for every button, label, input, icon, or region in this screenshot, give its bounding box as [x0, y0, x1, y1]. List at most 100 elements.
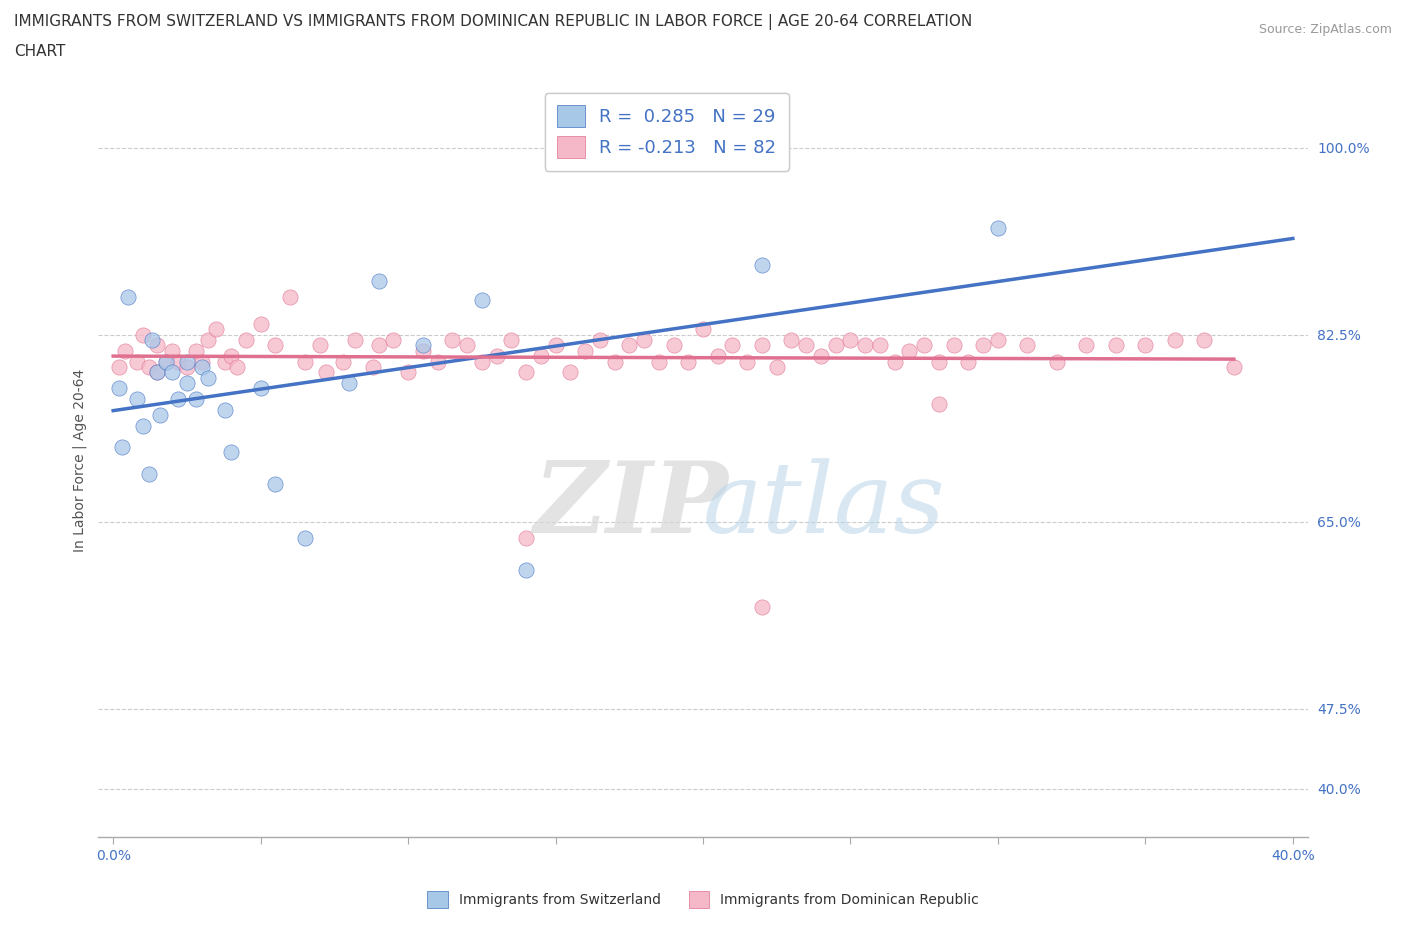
- Point: [264, 338, 287, 352]
- Point: [1076, 338, 1098, 352]
- Point: [765, 359, 787, 374]
- Point: [108, 359, 131, 374]
- Point: [412, 343, 434, 358]
- Point: [515, 365, 537, 379]
- Point: [853, 338, 876, 352]
- Point: [315, 365, 337, 379]
- Point: [1017, 338, 1039, 352]
- Text: CHART: CHART: [14, 44, 66, 59]
- Point: [751, 258, 773, 272]
- Point: [574, 343, 596, 358]
- Legend: Immigrants from Switzerland, Immigrants from Dominican Republic: Immigrants from Switzerland, Immigrants …: [422, 885, 984, 914]
- Point: [160, 343, 183, 358]
- Point: [114, 343, 136, 358]
- Text: ZIP: ZIP: [533, 458, 728, 553]
- Point: [125, 392, 148, 406]
- Point: [111, 440, 134, 455]
- Point: [780, 333, 803, 348]
- Point: [633, 333, 655, 348]
- Point: [160, 365, 183, 379]
- Point: [515, 563, 537, 578]
- Point: [515, 530, 537, 545]
- Point: [1135, 338, 1157, 352]
- Point: [367, 338, 389, 352]
- Point: [138, 466, 160, 481]
- Point: [155, 354, 177, 369]
- Point: [197, 333, 219, 348]
- Point: [141, 333, 163, 348]
- Text: IMMIGRANTS FROM SWITZERLAND VS IMMIGRANTS FROM DOMINICAN REPUBLIC IN LABOR FORCE: IMMIGRANTS FROM SWITZERLAND VS IMMIGRANT…: [14, 14, 973, 30]
- Point: [396, 365, 419, 379]
- Point: [197, 370, 219, 385]
- Point: [278, 290, 301, 305]
- Point: [619, 338, 641, 352]
- Point: [214, 354, 236, 369]
- Point: [957, 354, 980, 369]
- Point: [501, 333, 523, 348]
- Point: [471, 354, 494, 369]
- Point: [235, 333, 257, 348]
- Point: [108, 380, 131, 395]
- Point: [184, 392, 207, 406]
- Point: [839, 333, 862, 348]
- Point: [219, 349, 242, 364]
- Point: [898, 343, 921, 358]
- Point: [706, 349, 728, 364]
- Point: [249, 380, 271, 395]
- Point: [294, 354, 316, 369]
- Point: [1046, 354, 1069, 369]
- Legend: R =  0.285   N = 29, R = -0.213   N = 82: R = 0.285 N = 29, R = -0.213 N = 82: [544, 93, 789, 171]
- Point: [1164, 333, 1187, 348]
- Point: [382, 333, 405, 348]
- Point: [751, 338, 773, 352]
- Point: [928, 397, 950, 412]
- Point: [167, 354, 190, 369]
- Point: [456, 338, 478, 352]
- Point: [603, 354, 626, 369]
- Text: Source: ZipAtlas.com: Source: ZipAtlas.com: [1258, 23, 1392, 36]
- Point: [441, 333, 464, 348]
- Point: [530, 349, 553, 364]
- Point: [176, 376, 198, 391]
- Point: [138, 359, 160, 374]
- Point: [824, 338, 846, 352]
- Point: [589, 333, 612, 348]
- Point: [205, 322, 228, 337]
- Point: [176, 359, 198, 374]
- Point: [367, 274, 389, 289]
- Y-axis label: In Labor Force | Age 20-64: In Labor Force | Age 20-64: [73, 368, 87, 552]
- Point: [426, 354, 449, 369]
- Point: [117, 290, 139, 305]
- Point: [721, 338, 744, 352]
- Point: [883, 354, 905, 369]
- Point: [146, 365, 169, 379]
- Point: [249, 317, 271, 332]
- Point: [190, 354, 212, 369]
- Point: [343, 333, 366, 348]
- Point: [337, 376, 360, 391]
- Point: [219, 445, 242, 459]
- Point: [125, 354, 148, 369]
- Point: [692, 322, 714, 337]
- Point: [972, 338, 994, 352]
- Point: [146, 338, 169, 352]
- Point: [1105, 338, 1128, 352]
- Point: [184, 343, 207, 358]
- Point: [560, 365, 582, 379]
- Point: [294, 530, 316, 545]
- Point: [810, 349, 832, 364]
- Point: [1223, 359, 1246, 374]
- Point: [149, 407, 172, 422]
- Text: atlas: atlas: [703, 458, 945, 553]
- Point: [264, 477, 287, 492]
- Point: [1194, 333, 1216, 348]
- Point: [308, 338, 330, 352]
- Point: [648, 354, 671, 369]
- Point: [214, 402, 236, 417]
- Point: [662, 338, 685, 352]
- Point: [751, 600, 773, 615]
- Point: [987, 220, 1010, 235]
- Point: [471, 292, 494, 307]
- Point: [942, 338, 965, 352]
- Point: [735, 354, 758, 369]
